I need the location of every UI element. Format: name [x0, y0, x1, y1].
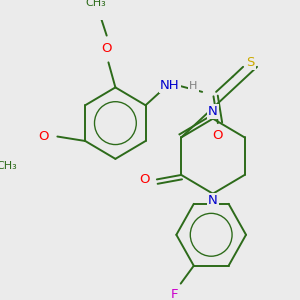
Text: F: F	[171, 288, 178, 300]
Text: S: S	[246, 56, 254, 69]
Text: CH₃: CH₃	[0, 161, 17, 171]
Text: O: O	[101, 42, 112, 55]
Text: CH₃: CH₃	[86, 0, 106, 8]
Text: H: H	[189, 81, 198, 91]
Text: N: N	[208, 105, 218, 118]
Text: N: N	[208, 194, 218, 207]
Text: NH: NH	[160, 79, 180, 92]
Text: O: O	[140, 173, 150, 186]
Text: O: O	[213, 129, 223, 142]
Text: O: O	[38, 130, 49, 143]
